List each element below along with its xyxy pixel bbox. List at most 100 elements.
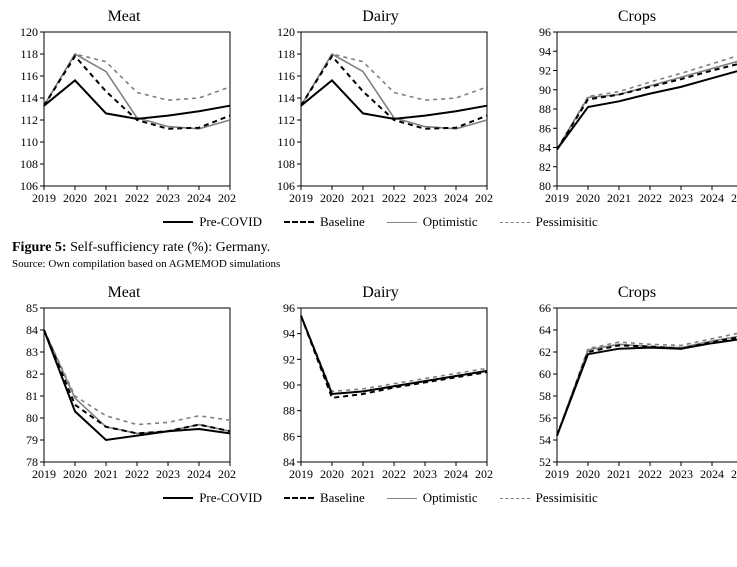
svg-text:2020: 2020 [63, 467, 87, 481]
svg-text:2023: 2023 [669, 191, 693, 205]
svg-text:2022: 2022 [382, 467, 406, 481]
svg-text:66: 66 [539, 304, 551, 315]
svg-text:83: 83 [26, 345, 38, 359]
svg-text:79: 79 [26, 433, 38, 447]
svg-text:2024: 2024 [444, 191, 468, 205]
legend-item-base: Baseline [284, 214, 365, 230]
legend-label: Optimistic [423, 214, 478, 230]
svg-text:2021: 2021 [94, 467, 118, 481]
svg-text:118: 118 [277, 47, 295, 61]
legend-label: Pessimisitic [536, 490, 598, 506]
panel-title: Crops [525, 284, 737, 302]
svg-text:2024: 2024 [444, 467, 468, 481]
chart-panel: Meat787980818283848520192020202120222023… [12, 284, 236, 484]
svg-text:81: 81 [26, 389, 38, 403]
svg-text:2020: 2020 [63, 191, 87, 205]
svg-text:2020: 2020 [320, 467, 344, 481]
svg-text:2023: 2023 [156, 191, 180, 205]
svg-text:58: 58 [539, 389, 551, 403]
legend-swatch [284, 497, 314, 499]
svg-text:94: 94 [283, 327, 295, 341]
svg-text:2022: 2022 [382, 191, 406, 205]
svg-text:2025: 2025 [731, 191, 737, 205]
svg-text:114: 114 [277, 91, 295, 105]
legend-label: Baseline [320, 214, 365, 230]
svg-text:2021: 2021 [607, 191, 631, 205]
svg-text:120: 120 [277, 28, 295, 39]
svg-text:64: 64 [539, 323, 551, 337]
svg-text:56: 56 [539, 411, 551, 425]
svg-text:60: 60 [539, 367, 551, 381]
svg-text:2019: 2019 [32, 191, 56, 205]
svg-text:80: 80 [26, 411, 38, 425]
legend-label: Optimistic [423, 490, 478, 506]
legend-swatch [387, 222, 417, 223]
svg-text:118: 118 [20, 47, 38, 61]
legend-label: Baseline [320, 490, 365, 506]
svg-text:2021: 2021 [607, 467, 631, 481]
svg-text:2025: 2025 [475, 191, 493, 205]
svg-text:86: 86 [539, 121, 551, 135]
svg-text:2023: 2023 [413, 467, 437, 481]
figure-b-row: Meat787980818283848520192020202120222023… [12, 284, 737, 484]
svg-text:90: 90 [283, 378, 295, 392]
figure-source: Source: Own compilation based on AGMEMOD… [12, 258, 737, 270]
svg-text:114: 114 [20, 91, 38, 105]
legend-swatch [163, 497, 193, 499]
legend-a: Pre-COVID Baseline Optimistic Pessimisitic [12, 214, 737, 230]
svg-text:96: 96 [539, 28, 551, 39]
legend-swatch [500, 222, 530, 223]
svg-text:2020: 2020 [576, 467, 600, 481]
panel-title: Meat [12, 284, 236, 302]
svg-text:92: 92 [539, 64, 551, 78]
panel-title: Dairy [269, 284, 493, 302]
chart-panel: Crops52545658606264662019202020212022202… [525, 284, 737, 484]
svg-text:92: 92 [283, 352, 295, 366]
legend-item-opt: Optimistic [387, 490, 478, 506]
svg-text:2022: 2022 [638, 191, 662, 205]
svg-text:2025: 2025 [218, 191, 236, 205]
svg-text:62: 62 [539, 345, 551, 359]
legend-b: Pre-COVID Baseline Optimistic Pessimisitic [12, 490, 737, 506]
svg-text:94: 94 [539, 44, 551, 58]
svg-text:2024: 2024 [187, 467, 211, 481]
svg-text:2019: 2019 [545, 467, 569, 481]
chart-panel: Crops80828486889092949620192020202120222… [525, 8, 737, 208]
figure-text: Self-sufficiency rate (%): Germany. [67, 240, 271, 255]
svg-text:116: 116 [277, 69, 295, 83]
panel-title: Crops [525, 8, 737, 26]
svg-text:2019: 2019 [289, 467, 313, 481]
svg-text:82: 82 [539, 160, 551, 174]
svg-text:2021: 2021 [351, 467, 375, 481]
legend-item-base: Baseline [284, 490, 365, 506]
legend-item-pre: Pre-COVID [163, 490, 262, 506]
legend-label: Pre-COVID [199, 214, 262, 230]
svg-text:54: 54 [539, 433, 551, 447]
legend-item-pes: Pessimisitic [500, 490, 598, 506]
svg-text:110: 110 [277, 135, 295, 149]
svg-text:2022: 2022 [638, 467, 662, 481]
svg-text:2019: 2019 [289, 191, 313, 205]
svg-text:112: 112 [277, 113, 295, 127]
panel-title: Meat [12, 8, 236, 26]
svg-text:2020: 2020 [576, 191, 600, 205]
svg-text:90: 90 [539, 83, 551, 97]
svg-text:2019: 2019 [545, 191, 569, 205]
legend-label: Pre-COVID [199, 490, 262, 506]
svg-text:82: 82 [26, 367, 38, 381]
svg-text:2024: 2024 [700, 467, 724, 481]
svg-text:2025: 2025 [218, 467, 236, 481]
svg-text:2023: 2023 [413, 191, 437, 205]
legend-label: Pessimisitic [536, 214, 598, 230]
svg-text:116: 116 [20, 69, 38, 83]
svg-text:110: 110 [20, 135, 38, 149]
svg-text:84: 84 [539, 141, 551, 155]
svg-text:2025: 2025 [475, 467, 493, 481]
legend-swatch [163, 221, 193, 223]
svg-text:84: 84 [26, 323, 38, 337]
svg-text:96: 96 [283, 304, 295, 315]
chart-panel: Dairy10610811011211411611812020192020202… [269, 8, 493, 208]
svg-text:88: 88 [283, 404, 295, 418]
panel-title: Dairy [269, 8, 493, 26]
svg-text:2025: 2025 [731, 467, 737, 481]
